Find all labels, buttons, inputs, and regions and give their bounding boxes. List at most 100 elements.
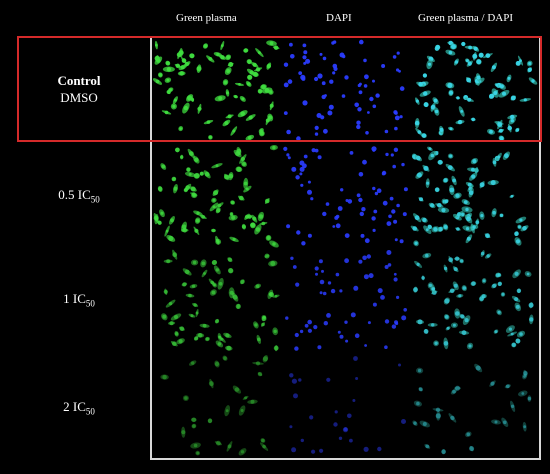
cell-nucleus [291, 166, 297, 172]
cell-nucleus [514, 297, 519, 302]
cell-nucleus [317, 345, 322, 350]
cell-body [418, 387, 423, 392]
cell-nucleus [492, 283, 497, 288]
cell-nucleus [401, 162, 405, 167]
cell-body [501, 417, 509, 427]
cell-nucleus [189, 53, 195, 59]
cell-nucleus [194, 157, 199, 162]
cell-nucleus [232, 129, 236, 133]
cell-nucleus [381, 64, 386, 68]
cell-nucleus [160, 211, 164, 215]
cell-nucleus [446, 326, 450, 330]
cell-nucleus [354, 102, 359, 108]
cell-nucleus [456, 212, 462, 217]
cell-nucleus [230, 212, 233, 216]
cell-nucleus [327, 281, 332, 285]
cell-nucleus [269, 41, 274, 46]
cell-nucleus [192, 260, 197, 265]
cell-body [182, 395, 189, 401]
cell-nucleus [347, 413, 352, 419]
cell-nucleus [396, 51, 400, 55]
cell-nucleus [476, 75, 481, 80]
cell-nucleus [386, 221, 392, 227]
cell-nucleus [287, 156, 291, 160]
cell-nucleus [299, 329, 304, 334]
cell-nucleus [426, 181, 430, 185]
cell-nucleus [215, 164, 219, 168]
cell-nucleus [510, 119, 514, 123]
cell-nucleus [396, 295, 400, 299]
cell-nucleus [434, 341, 438, 345]
cell-nucleus [430, 153, 435, 158]
cell-nucleus [386, 250, 392, 255]
cell-nucleus [514, 231, 519, 236]
cell-nucleus [319, 52, 323, 56]
cell-nucleus [428, 283, 433, 288]
row-label-ic05-subscript: 50 [90, 194, 100, 205]
cell-nucleus [384, 265, 389, 269]
cell-nucleus [217, 203, 222, 208]
cell-nucleus [268, 292, 272, 296]
cell-nucleus [273, 45, 279, 50]
cell-body [465, 431, 472, 438]
cell-nucleus [444, 315, 449, 319]
cell-nucleus [291, 447, 297, 453]
cell-nucleus [355, 377, 359, 380]
cell-nucleus [472, 225, 476, 229]
cell-nucleus [510, 95, 516, 101]
cell-nucleus [334, 215, 339, 220]
cell-nucleus [154, 217, 159, 221]
cell-nucleus [394, 238, 398, 242]
cell-body [416, 367, 424, 374]
cell-nucleus [191, 361, 195, 365]
cell-nucleus [324, 94, 327, 97]
cell-nucleus [334, 410, 338, 414]
cell-nucleus [193, 443, 198, 448]
cell-nucleus [433, 98, 438, 103]
cell-nucleus [238, 83, 241, 86]
cell-nucleus [518, 225, 521, 229]
cell-nucleus [247, 74, 253, 80]
cell-nucleus [423, 329, 429, 334]
cell-nucleus [319, 291, 323, 295]
cell-body [469, 445, 474, 452]
column-header-green: Green plasma [176, 12, 237, 24]
cell-nucleus [220, 55, 225, 60]
cell-nucleus [468, 344, 472, 348]
cell-nucleus [452, 389, 456, 394]
cell-nucleus [155, 43, 158, 47]
cell-nucleus [321, 81, 326, 86]
cell-nucleus [285, 316, 289, 320]
cell-nucleus [449, 288, 455, 294]
cell-nucleus [298, 378, 302, 382]
cell-nucleus [466, 236, 471, 241]
cell-nucleus [508, 327, 512, 331]
cell-nucleus [166, 90, 171, 94]
cell-nucleus [266, 63, 271, 69]
cell-nucleus [322, 211, 327, 217]
micrograph-ic2-merge [412, 363, 532, 455]
cell-nucleus [467, 182, 472, 187]
cell-nucleus [511, 342, 516, 347]
cell-nucleus [453, 267, 458, 272]
cell-nucleus [184, 396, 188, 400]
cell-nucleus [174, 332, 179, 336]
cell-nucleus [528, 61, 532, 66]
cell-nucleus [323, 128, 328, 134]
cell-body [448, 413, 457, 423]
cell-nucleus [467, 61, 472, 66]
cell-nucleus [181, 224, 187, 230]
cell-nucleus [343, 427, 348, 432]
cell-nucleus [414, 215, 420, 221]
cell-nucleus [471, 117, 476, 122]
cell-nucleus [261, 438, 265, 443]
cell-nucleus [202, 323, 207, 328]
cell-nucleus [465, 227, 470, 231]
cell-body [450, 388, 458, 395]
cell-nucleus [455, 385, 460, 391]
cell-nucleus [187, 95, 193, 101]
micrograph-control-dapi [283, 39, 405, 141]
cell-body [453, 386, 462, 390]
cell-nucleus [211, 260, 217, 265]
cell-nucleus [466, 77, 471, 83]
